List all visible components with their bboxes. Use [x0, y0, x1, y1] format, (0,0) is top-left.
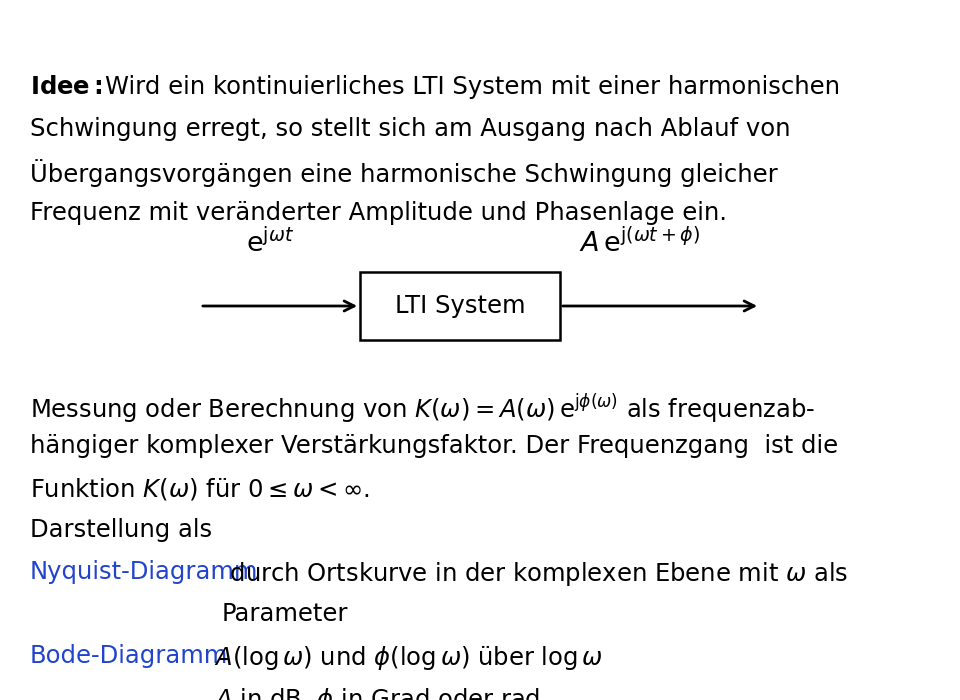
Text: Darstellung als: Darstellung als: [30, 518, 212, 542]
Text: Funktion $K(\omega)$ für $0 \leq \omega < \infty$.: Funktion $K(\omega)$ für $0 \leq \omega …: [30, 476, 370, 502]
Text: $A\,\mathrm{e}^{\mathrm{j}(\omega t+\phi)}$: $A\,\mathrm{e}^{\mathrm{j}(\omega t+\phi…: [580, 228, 701, 258]
Text: hängiger komplexer Verstärkungsfaktor. Der Frequenzgang  ist die: hängiger komplexer Verstärkungsfaktor. D…: [30, 434, 838, 458]
Text: $A(\log\omega)$ und $\phi(\log\omega)$ über $\log\omega$: $A(\log\omega)$ und $\phi(\log\omega)$ ü…: [200, 644, 603, 672]
Text: Rostock, 22. Januar 2010: Rostock, 22. Januar 2010: [749, 678, 915, 690]
Text: Messung oder Berechnung von $K(\omega) = A(\omega)\,\mathrm{e}^{\mathrm{j}\phi(\: Messung oder Berechnung von $K(\omega) =…: [30, 392, 815, 426]
Text: LTI System: LTI System: [395, 294, 525, 318]
Text: $A$ in dB, $\phi$ in Grad oder rad: $A$ in dB, $\phi$ in Grad oder rad: [200, 686, 540, 700]
Text: Frequenzgang: Frequenzgang: [24, 8, 314, 42]
Text: 19 / 130: 19 / 130: [880, 678, 936, 690]
Bar: [360, 272, 560, 340]
Text: Wird ein kontinuierliches LTI System mit einer harmonischen: Wird ein kontinuierliches LTI System mit…: [105, 75, 840, 99]
Text: durch Ortskurve in der komplexen Ebene mit $\omega$ als: durch Ortskurve in der komplexen Ebene m…: [222, 560, 849, 588]
Text: $\mathrm{e}^{\mathrm{j}\omega t}$: $\mathrm{e}^{\mathrm{j}\omega t}$: [246, 228, 294, 258]
Text: Bode-Diagramm: Bode-Diagramm: [30, 644, 228, 668]
Text: Nyquist-Diagramm: Nyquist-Diagramm: [30, 560, 258, 584]
Text: Grundlagen der Regelungstechnik: Grundlagen der Regelungstechnik: [366, 678, 594, 690]
Text: $\mathbf{Idee{:}}$: $\mathbf{Idee{:}}$: [30, 75, 103, 99]
Text: Parameter: Parameter: [222, 602, 348, 626]
Text: Frequenz mit veränderter Amplitude und Phasenlage ein.: Frequenz mit veränderter Amplitude und P…: [30, 201, 727, 225]
Text: B.P. Lampe  (IAT, Uni Rostock): B.P. Lampe (IAT, Uni Rostock): [19, 678, 217, 690]
Text: Schwingung erregt, so stellt sich am Ausgang nach Ablauf von: Schwingung erregt, so stellt sich am Aus…: [30, 117, 790, 141]
Text: Übergangsvorgängen eine harmonische Schwingung gleicher: Übergangsvorgängen eine harmonische Schw…: [30, 159, 778, 187]
